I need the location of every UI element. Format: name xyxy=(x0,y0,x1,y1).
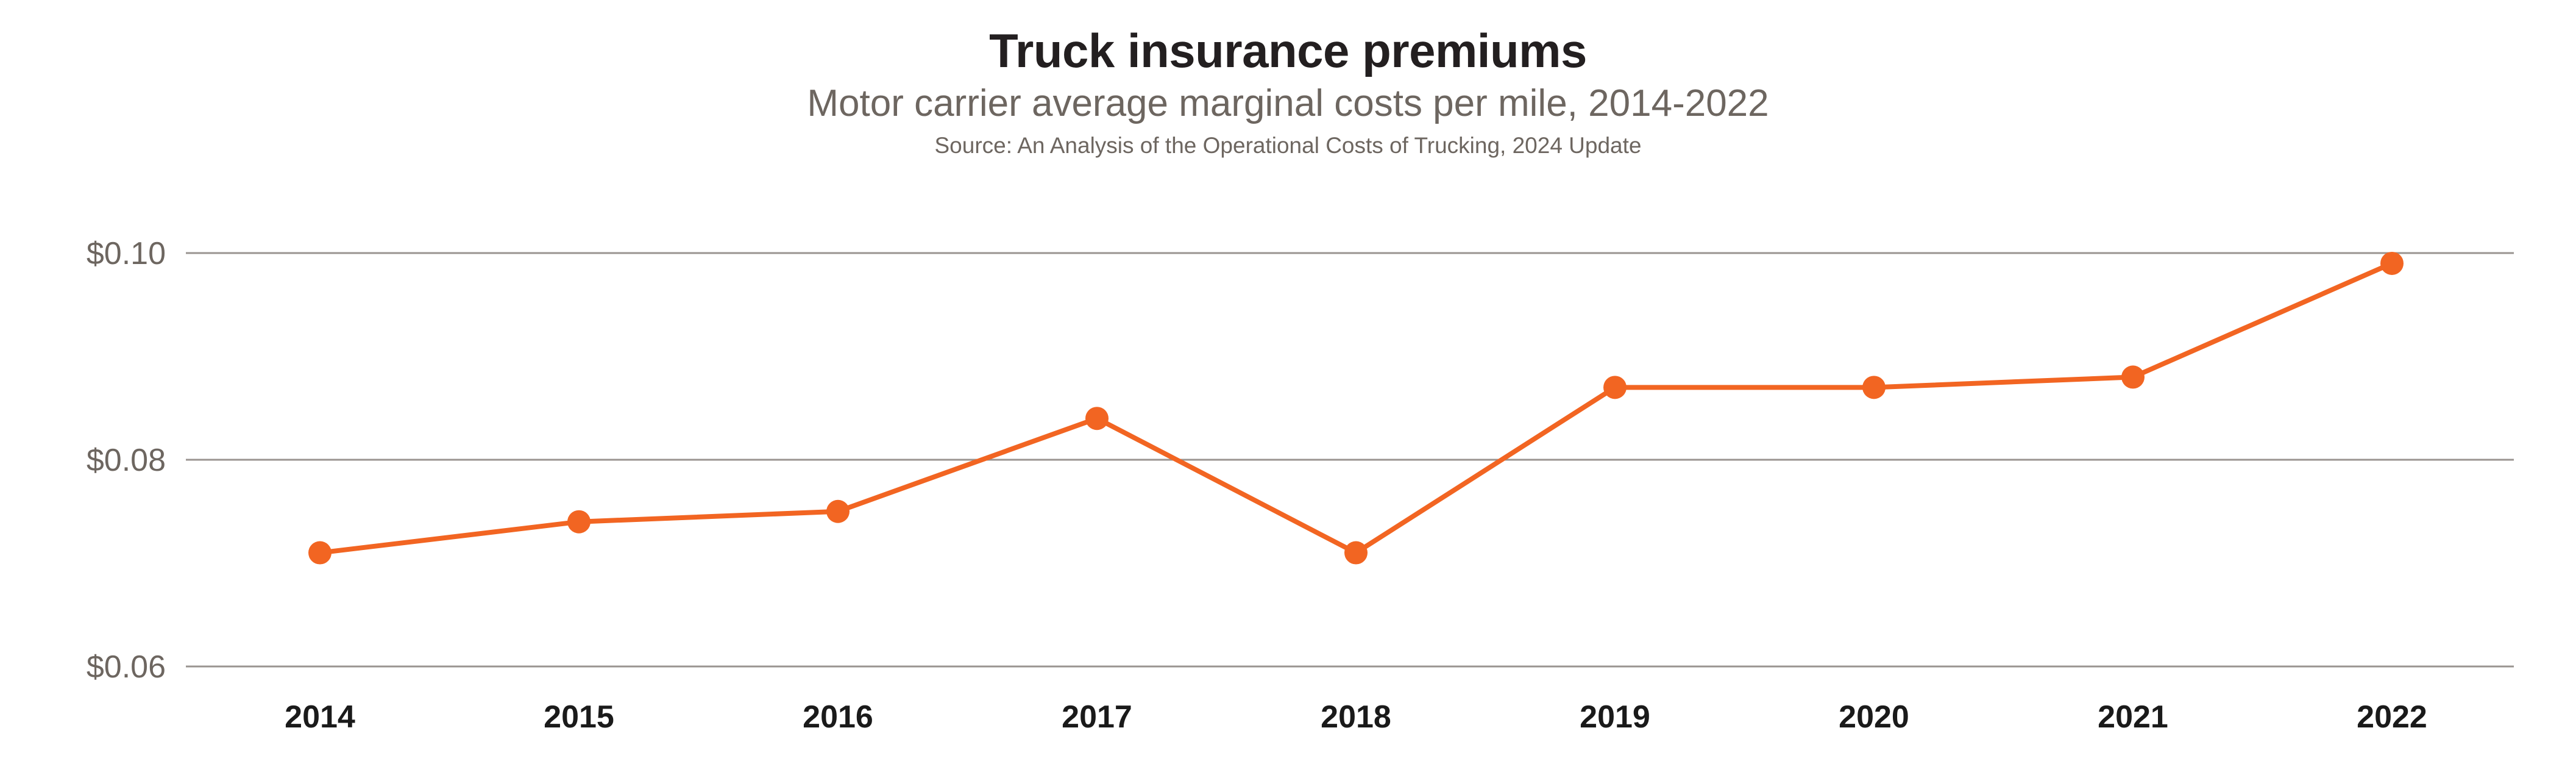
y-axis-ticks: $0.06 $0.08 $0.10 xyxy=(87,236,166,685)
y-tick-label: $0.10 xyxy=(87,236,166,271)
x-tick-label: 2015 xyxy=(544,699,614,735)
series-line xyxy=(318,260,2394,555)
data-point-2022 xyxy=(2380,251,2404,275)
x-tick-label: 2019 xyxy=(1580,699,1650,735)
grid-layer xyxy=(186,252,2514,668)
x-tick-label: 2022 xyxy=(2357,699,2427,735)
x-tick-label: 2018 xyxy=(1321,699,1391,735)
series-layer xyxy=(308,251,2404,565)
x-axis-ticks: 2014 2015 2016 2017 2018 2019 2020 2021 2022 xyxy=(285,699,2427,735)
y-tick-label: $0.08 xyxy=(87,443,166,478)
x-tick-label: 2021 xyxy=(2098,699,2168,735)
chart-title: Truck insurance premiums xyxy=(989,24,1587,77)
data-point-2018 xyxy=(1344,541,1368,565)
x-tick-label: 2016 xyxy=(803,699,873,735)
data-point-2019 xyxy=(1603,376,1627,399)
data-point-2017 xyxy=(1085,407,1109,430)
chart-subtitle: Motor carrier average marginal costs per… xyxy=(807,82,1769,124)
data-point-2020 xyxy=(1862,376,1886,399)
data-point-2016 xyxy=(826,499,850,523)
data-point-2014 xyxy=(308,541,332,565)
data-point-2021 xyxy=(2121,365,2145,389)
y-tick-label: $0.06 xyxy=(87,649,166,685)
x-tick-label: 2017 xyxy=(1062,699,1132,735)
x-tick-label: 2020 xyxy=(1839,699,1909,735)
data-point-2015 xyxy=(567,510,591,534)
chart-source: Source: An Analysis of the Operational C… xyxy=(934,133,1642,158)
x-tick-label: 2014 xyxy=(285,699,355,735)
